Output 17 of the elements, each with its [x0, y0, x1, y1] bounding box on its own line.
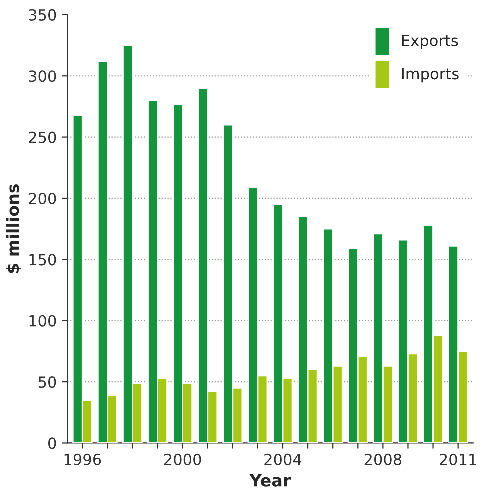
y-tick-label: 250 — [29, 132, 56, 144]
y-tick-label: 200 — [29, 192, 56, 205]
legend-label: Exports — [402, 35, 458, 50]
x-tick-label: 2008 — [364, 454, 402, 466]
y-tick-label: 50 — [38, 376, 56, 388]
x-tick-label: 2000 — [164, 454, 202, 466]
legend-label: Imports — [402, 68, 459, 83]
x-tick-label: 2004 — [264, 454, 302, 466]
x-axis-title: Year — [250, 474, 292, 487]
y-tick-label: 150 — [30, 254, 56, 266]
y-axis-title: $ millions — [6, 184, 22, 274]
y-tick-label: 100 — [30, 315, 56, 327]
y-tick-label: 300 — [29, 70, 56, 82]
x-tick-label: 1996 — [64, 454, 102, 466]
y-tick-label: 0 — [48, 438, 56, 450]
x-tick-label: 2011 — [440, 454, 476, 466]
y-tick-label: 350 — [29, 9, 56, 21]
